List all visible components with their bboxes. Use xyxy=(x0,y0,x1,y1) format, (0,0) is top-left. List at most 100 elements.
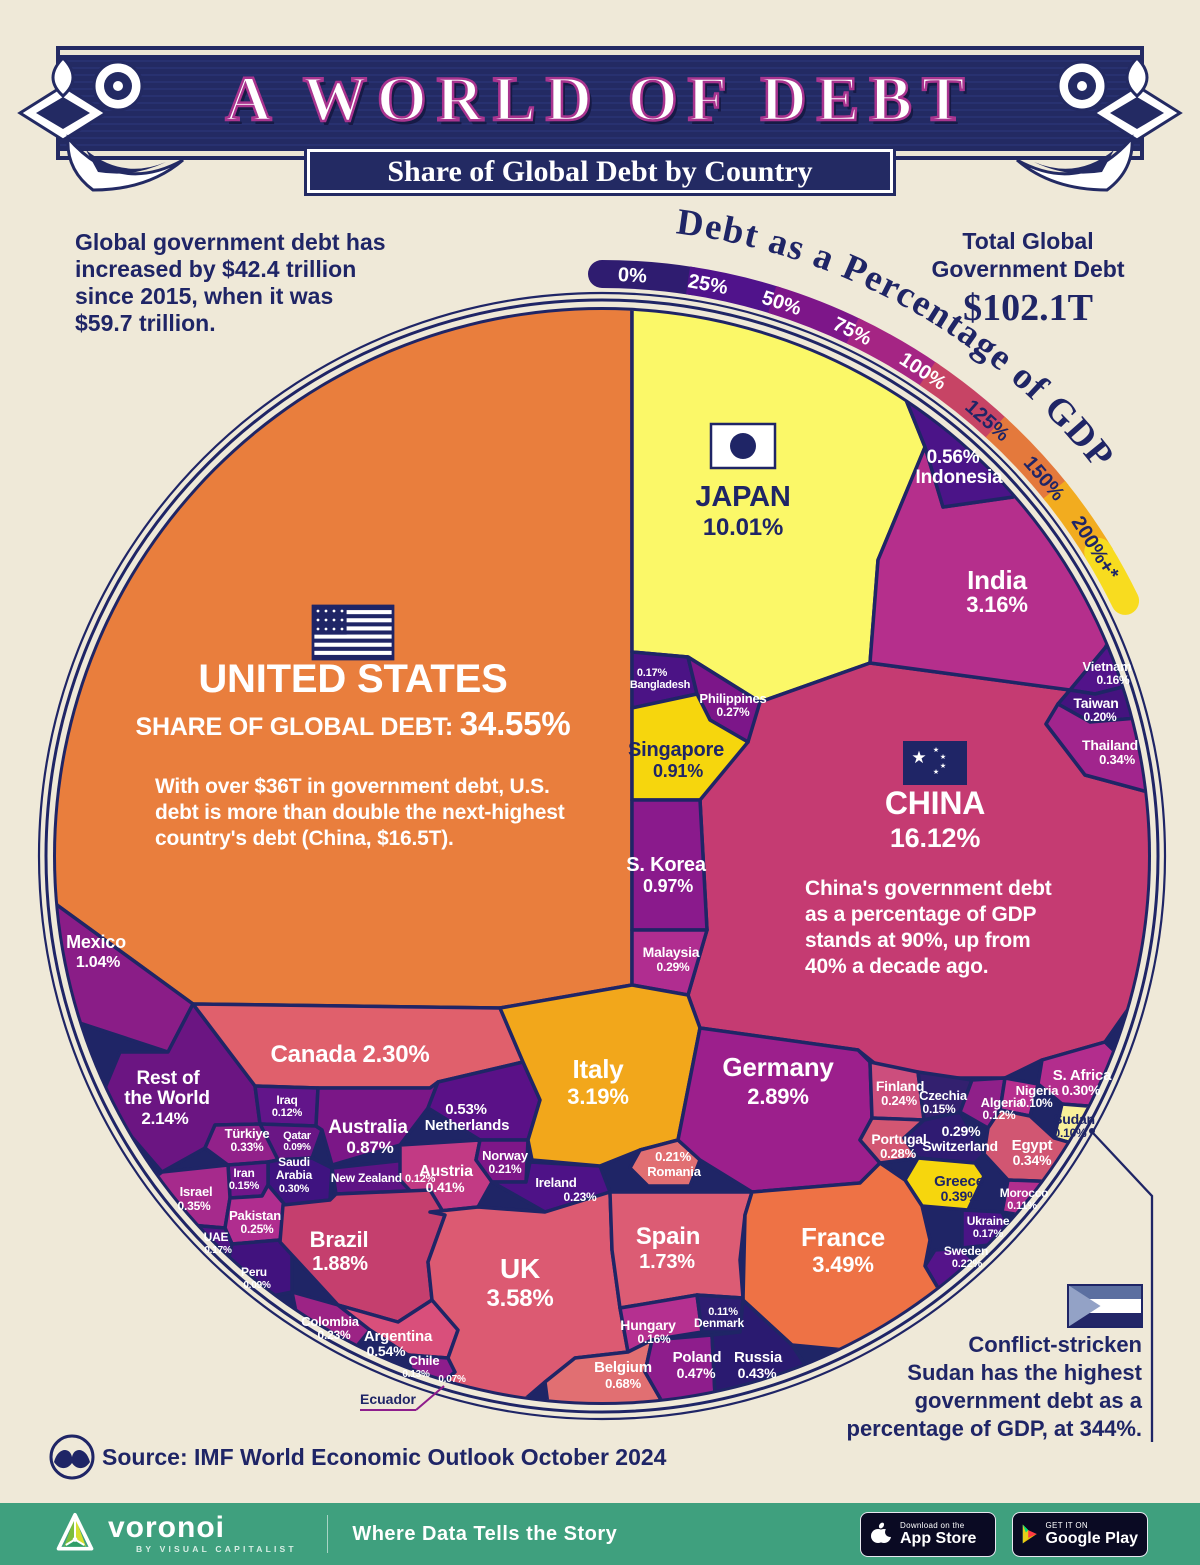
gdp-gauge-band xyxy=(588,260,1140,615)
label: 0.12% xyxy=(982,1108,1016,1122)
label: Switzerland xyxy=(922,1138,998,1154)
svg-text:★: ★ xyxy=(940,753,946,761)
banner-ornament-right xyxy=(1016,55,1183,192)
label: Chile xyxy=(409,1353,440,1368)
google-play-icon xyxy=(1022,1524,1037,1544)
label: 0.41% xyxy=(426,1179,465,1195)
svg-text:increased by $42.4 trillion: increased by $42.4 trillion xyxy=(75,256,356,282)
label: S. Africa xyxy=(1053,1067,1112,1084)
label: Mexico xyxy=(66,932,126,952)
label: Belgium xyxy=(594,1359,652,1376)
china-flag-icon: ★ ★★★★ xyxy=(903,741,967,785)
label: 3.49% xyxy=(812,1252,873,1277)
label: 0.15% xyxy=(922,1102,956,1116)
label: UK xyxy=(500,1253,540,1284)
label: 0.11% xyxy=(708,1306,738,1318)
label: 0.56% xyxy=(927,447,980,468)
app-store-line2: App Store xyxy=(900,1530,977,1547)
label: 0.25% xyxy=(240,1222,274,1236)
label: Rest of xyxy=(137,1068,201,1089)
svg-text:Source: IMF World Economic Out: Source: IMF World Economic Outlook Octob… xyxy=(102,1444,667,1470)
japan-flag-icon xyxy=(709,422,777,470)
google-play-badge[interactable]: GET IT ON Google Play xyxy=(1012,1511,1148,1557)
label: 0.30% xyxy=(1062,1082,1101,1098)
label: New Zealand 0.12% xyxy=(331,1171,436,1185)
svg-text:Ecuador: Ecuador xyxy=(360,1391,417,1407)
ecuador-annotation: Ecuador xyxy=(360,1385,445,1411)
label: Pakistan xyxy=(229,1208,281,1223)
label: 0.29% xyxy=(942,1123,981,1139)
svg-text:★: ★ xyxy=(911,748,926,767)
svg-text:★: ★ xyxy=(933,768,939,776)
label: 0.34% xyxy=(1013,1152,1052,1168)
svg-text:★: ★ xyxy=(940,762,946,770)
cell-labels: UNITED STATES SHARE OF GLOBAL DEBT: 34.55… xyxy=(66,447,1138,1391)
label: Thailand xyxy=(1082,737,1138,753)
label: China's government debt xyxy=(805,877,1052,900)
label: 0.21% xyxy=(655,1149,692,1164)
label: 3.16% xyxy=(966,592,1027,617)
label: 2.89% xyxy=(747,1084,808,1109)
label: Türkiye xyxy=(225,1126,270,1141)
app-store-line1: Download on the xyxy=(900,1521,965,1530)
label: Peru xyxy=(241,1265,267,1279)
label: Argentina xyxy=(364,1328,433,1345)
banner-ornament-left xyxy=(17,55,184,192)
label: Sweden xyxy=(944,1244,988,1258)
label: 0.07% xyxy=(438,1374,466,1385)
label: 0.17% xyxy=(637,667,668,679)
label: UAE xyxy=(204,1230,229,1244)
label: Finland xyxy=(876,1078,924,1094)
label: Greece xyxy=(934,1173,984,1190)
voronoi-logo-icon xyxy=(56,1512,94,1551)
footer-bar: voronoi BY VISUAL CAPITALIST Where Data … xyxy=(0,1503,1200,1565)
brand-name: voronoi xyxy=(108,1511,225,1544)
svg-text:Sudan has the highest: Sudan has the highest xyxy=(907,1360,1142,1385)
label: 0.13% xyxy=(402,1369,430,1380)
label: 0.10% xyxy=(1019,1096,1053,1110)
label: 0.68% xyxy=(605,1376,642,1391)
label: 0.53% xyxy=(445,1101,487,1118)
label: Qatar xyxy=(283,1130,312,1142)
label: 0.12% xyxy=(272,1107,303,1119)
label: SHARE OF GLOBAL DEBT: 34.55% xyxy=(135,705,570,742)
app-store-badge[interactable]: Download on the App Store xyxy=(860,1511,996,1557)
label: 0.11% xyxy=(1007,1200,1037,1212)
label: India xyxy=(967,565,1027,595)
label: Israel xyxy=(180,1184,213,1199)
label: 0.24% xyxy=(881,1093,918,1108)
label: Sudan xyxy=(1053,1111,1095,1127)
label: 1.73% xyxy=(639,1251,695,1273)
label: Canada 2.30% xyxy=(270,1041,429,1068)
svg-text:$102.1T: $102.1T xyxy=(963,287,1093,329)
page-subtitle: Share of Global Debt by Country xyxy=(304,146,896,196)
label: Italy xyxy=(572,1054,624,1084)
label: 0.20% xyxy=(1083,710,1117,724)
label: Vietnam xyxy=(1083,659,1132,674)
label: Portugal xyxy=(871,1131,926,1147)
label: Netherlands xyxy=(425,1117,510,1134)
label: JAPAN xyxy=(695,481,790,513)
label: 0.54% xyxy=(367,1343,406,1359)
label: Iran xyxy=(233,1166,254,1180)
label: 1.04% xyxy=(76,954,120,971)
label: 0.28% xyxy=(880,1146,917,1161)
label: 2.14% xyxy=(141,1109,188,1128)
label: Austria xyxy=(419,1163,473,1180)
label: 0.16% xyxy=(1096,673,1130,687)
label: Australia xyxy=(328,1117,408,1138)
label: Russia xyxy=(734,1349,783,1366)
label: 0.17% xyxy=(204,1245,232,1256)
label: Morocco xyxy=(1000,1186,1049,1200)
cell-spain xyxy=(608,1190,754,1310)
label: Malaysia xyxy=(643,944,700,960)
cell-poland xyxy=(643,1333,717,1402)
title-banner: A WORLD OF DEBT xyxy=(56,46,1144,160)
label: 40% a decade ago. xyxy=(805,955,988,978)
apple-icon xyxy=(871,1522,892,1543)
svg-text:Conflict-stricken: Conflict-stricken xyxy=(968,1332,1142,1357)
label: 0.97% xyxy=(643,876,693,896)
